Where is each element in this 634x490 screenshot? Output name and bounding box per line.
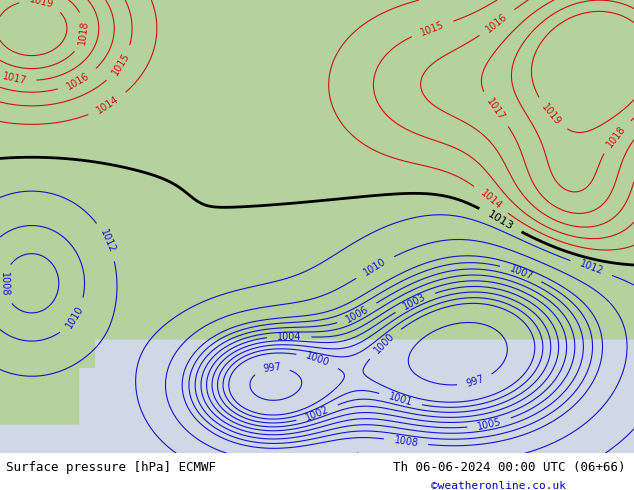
Text: 1015: 1015: [110, 51, 131, 77]
Text: 997: 997: [465, 374, 486, 389]
Text: 1012: 1012: [578, 259, 604, 277]
Text: 1008: 1008: [0, 272, 10, 296]
Text: 1005: 1005: [476, 416, 503, 432]
Text: 997: 997: [262, 362, 281, 374]
Text: 1019: 1019: [540, 102, 563, 127]
Text: 1010: 1010: [362, 256, 388, 278]
Text: 1015: 1015: [419, 19, 446, 38]
Text: 1001: 1001: [387, 392, 413, 408]
Text: 1012: 1012: [98, 228, 117, 255]
Text: 1016: 1016: [65, 71, 91, 92]
Text: 1018: 1018: [605, 123, 628, 149]
Text: 1018: 1018: [77, 20, 90, 46]
Text: 1019: 1019: [29, 0, 55, 10]
Text: 1000: 1000: [304, 351, 331, 368]
Text: 1017: 1017: [1, 71, 27, 86]
Text: 1006: 1006: [344, 304, 371, 324]
Text: 1004: 1004: [277, 331, 302, 342]
Text: 1007: 1007: [508, 264, 534, 282]
Text: ©weatheronline.co.uk: ©weatheronline.co.uk: [431, 481, 566, 490]
Text: 1010: 1010: [64, 304, 86, 330]
Text: 1003: 1003: [401, 292, 428, 312]
Text: 1013: 1013: [486, 209, 515, 232]
Text: 1000: 1000: [372, 331, 397, 356]
Text: Th 06-06-2024 00:00 UTC (06+66): Th 06-06-2024 00:00 UTC (06+66): [393, 461, 626, 474]
Text: 1017: 1017: [484, 97, 507, 122]
Text: 1016: 1016: [484, 11, 510, 34]
Text: Surface pressure [hPa] ECMWF: Surface pressure [hPa] ECMWF: [6, 461, 216, 474]
Text: 1014: 1014: [95, 94, 121, 116]
Text: 1014: 1014: [479, 188, 503, 212]
Text: 1002: 1002: [304, 404, 331, 423]
Text: 1008: 1008: [393, 435, 419, 448]
